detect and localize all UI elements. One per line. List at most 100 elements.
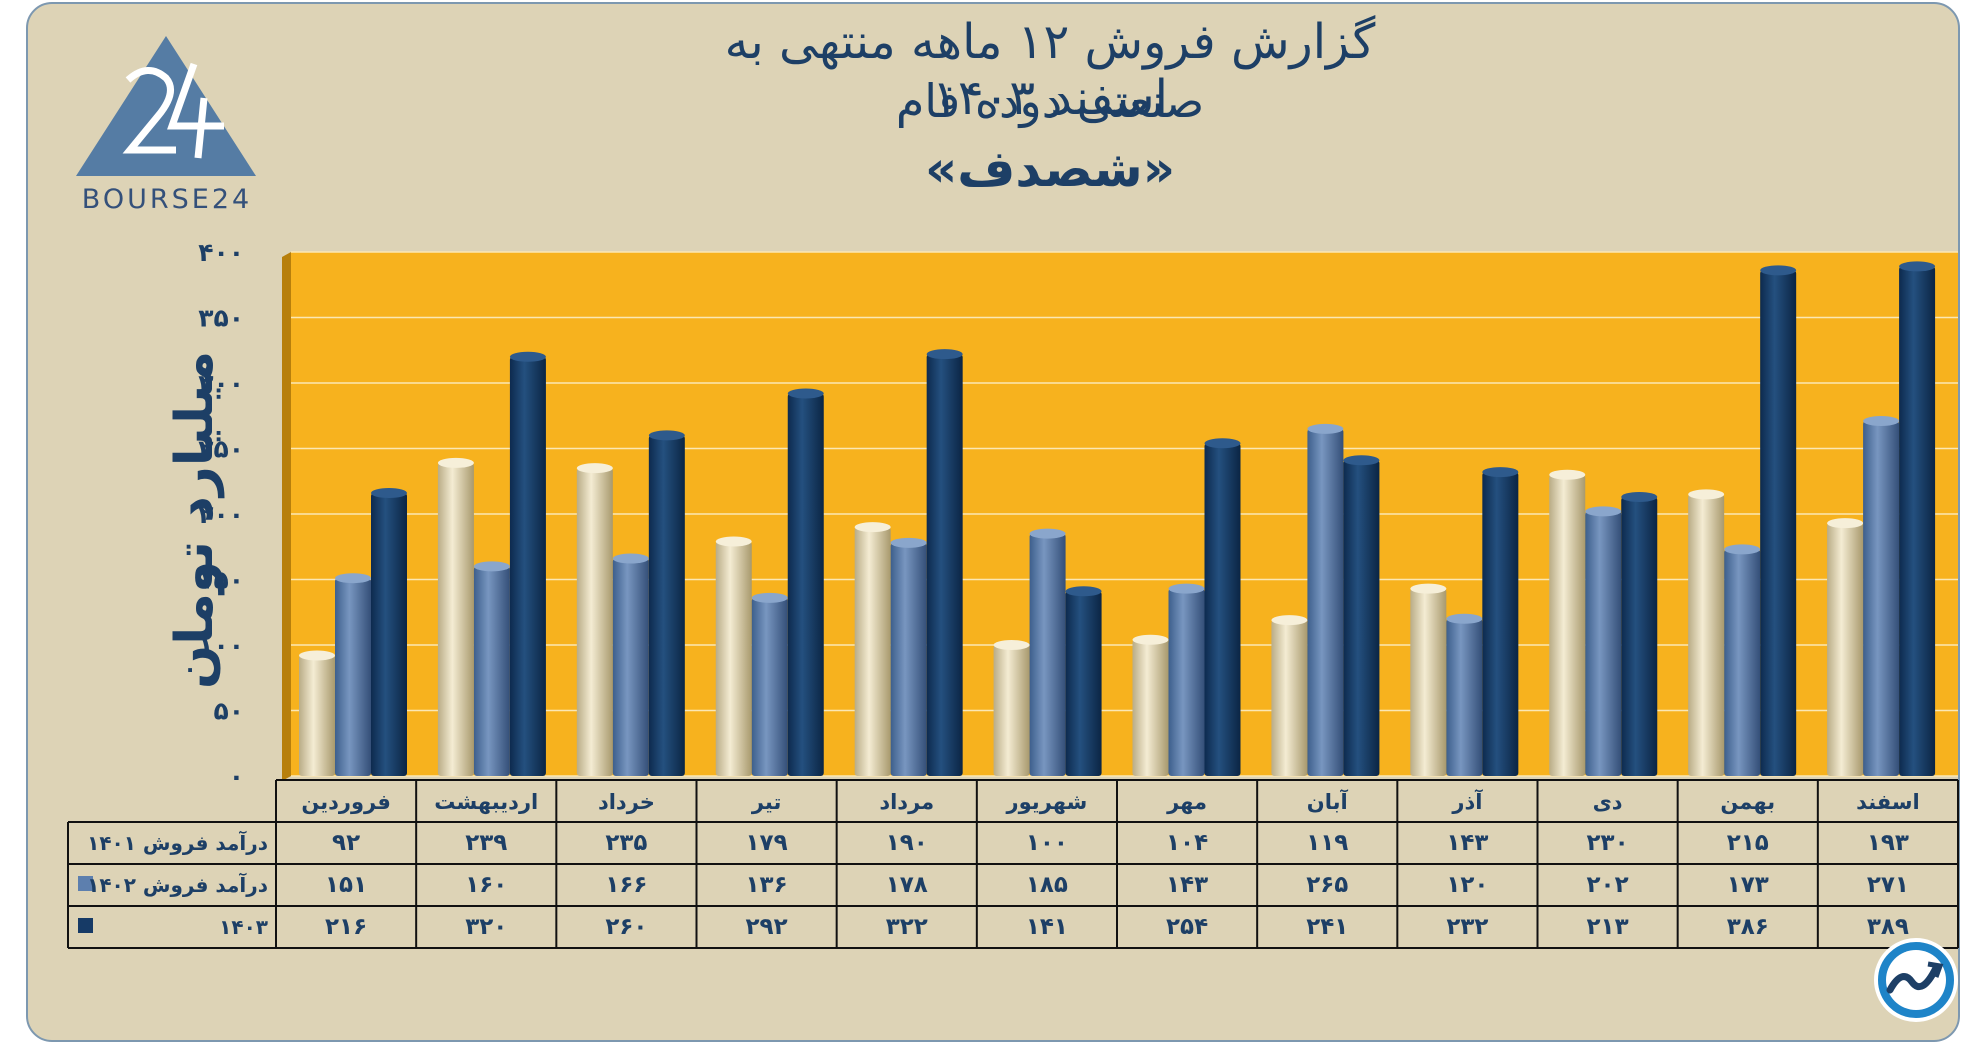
bar: [335, 578, 371, 776]
y-tick-label: ۵۰: [213, 697, 244, 726]
data-label: ۲۳۰: [1587, 830, 1629, 856]
y-tick-label: ۳۵۰: [198, 304, 244, 333]
bar-cap: [1065, 586, 1102, 597]
plot-side-wall: [282, 252, 291, 781]
bar-cap: [1585, 506, 1622, 517]
data-label: ۱۰۴: [1166, 830, 1208, 856]
bar-cap: [1168, 583, 1205, 594]
data-label: ۲۰۲: [1587, 872, 1629, 898]
bar-cap: [1446, 613, 1483, 624]
bar: [1204, 443, 1241, 776]
bar: [1446, 618, 1483, 776]
data-label: ۲۷۱: [1867, 872, 1909, 898]
bar-cap: [1827, 518, 1864, 529]
data-label: ۱۵۱: [325, 872, 367, 898]
bar-cap: [648, 430, 685, 441]
bar: [473, 566, 510, 776]
bar: [751, 597, 788, 776]
bar-cap: [335, 573, 371, 584]
data-label: ۲۶۰: [605, 914, 647, 940]
data-label: ۲۱۵: [1727, 830, 1769, 856]
bar-cap: [926, 349, 963, 360]
y-tick-label: ۲۵۰: [198, 435, 244, 464]
data-label: ۱۴۳: [1166, 872, 1208, 898]
bar-cap: [576, 463, 613, 474]
legend-label: درآمد فروش ۱۴۰۲: [87, 872, 268, 897]
ticker-symbol: «شصدف»: [925, 140, 1175, 198]
bar: [715, 541, 752, 776]
data-label: ۱۰۰: [1026, 830, 1068, 856]
bar-cap: [1343, 455, 1380, 466]
bar: [437, 462, 474, 776]
data-label: ۱۷۸: [886, 872, 928, 898]
bar-cap: [1307, 423, 1344, 434]
legend-label: درآمد فروش ۱۴۰۱: [87, 830, 268, 855]
bar: [787, 393, 824, 776]
bar: [1029, 533, 1066, 776]
bar-cap: [787, 388, 824, 399]
data-label: ۱۷۳: [1727, 872, 1769, 898]
bar-cap: [612, 553, 649, 564]
bar-cap: [1688, 489, 1725, 500]
y-tick-label: ۴۰۰: [198, 238, 244, 267]
trend-chart-badge-icon: [1874, 938, 1958, 1022]
bar-cap: [437, 457, 474, 468]
bar: [1724, 549, 1761, 776]
bar: [371, 493, 407, 776]
data-label: ۲۶۵: [1306, 872, 1348, 898]
y-tick-label: ۱۵۰: [198, 566, 244, 595]
bar-cap: [1204, 438, 1241, 449]
y-tick-label: ۱۰۰: [198, 631, 244, 660]
bar-cap: [854, 522, 891, 533]
data-label: ۲۳۲: [1446, 914, 1488, 940]
bar-cap: [1271, 615, 1308, 626]
data-label: ۲۳۹: [465, 830, 507, 856]
data-label: ۱۸۵: [1026, 872, 1068, 898]
bar: [1760, 270, 1797, 776]
data-label: ۲۹۲: [746, 914, 788, 940]
data-label: ۹۲: [332, 830, 360, 856]
data-label: ۲۳۵: [605, 830, 647, 856]
bar-cap: [993, 640, 1030, 650]
data-label: ۱۹۰: [886, 830, 928, 856]
bar: [509, 356, 546, 776]
data-label: ۳۲۲: [886, 914, 928, 940]
bar-cap: [1132, 634, 1169, 645]
y-tick-label: ۲۰۰: [198, 500, 244, 529]
x-tick-label: مرداد: [879, 790, 934, 814]
bar-cap: [1724, 544, 1761, 555]
chart-title: گزارش فروش ۱۲ ماهه منتهی به اسفند ۱۴۰۳: [724, 14, 1376, 126]
bar: [576, 468, 613, 776]
bar: [648, 435, 685, 776]
x-tick-label: اسفند: [1856, 790, 1920, 814]
bar-cap: [1760, 265, 1797, 276]
bar: [1307, 428, 1344, 776]
bar-cap: [751, 592, 788, 603]
x-tick-label: تیر: [751, 790, 782, 814]
logo-text: BOURSE24: [81, 184, 253, 215]
bar: [1585, 511, 1622, 776]
bar: [1132, 639, 1169, 776]
x-tick-label: خرداد: [598, 790, 655, 814]
bar: [1271, 620, 1308, 776]
data-label: ۲۱۳: [1587, 914, 1629, 940]
bar: [299, 655, 335, 776]
y-tick-label: ۰: [229, 762, 244, 791]
bar: [1065, 591, 1102, 776]
data-label: ۲۱۶: [325, 914, 367, 940]
bar-cap: [1621, 491, 1658, 502]
bar: [1827, 523, 1864, 776]
data-label: ۱۶۰: [465, 872, 507, 898]
data-label: ۱۹۳: [1867, 830, 1909, 856]
y-axis-label: میلیارد تومان: [165, 350, 225, 690]
bar: [1482, 472, 1519, 776]
bar: [1899, 266, 1936, 776]
data-label: ۱۶۶: [605, 872, 647, 898]
bar-cap: [1482, 467, 1519, 478]
data-label: ۱۴۳: [1446, 830, 1488, 856]
bar: [1688, 494, 1725, 776]
x-tick-label: فروردین: [301, 790, 391, 814]
x-tick-label: شهریور: [1006, 790, 1088, 814]
